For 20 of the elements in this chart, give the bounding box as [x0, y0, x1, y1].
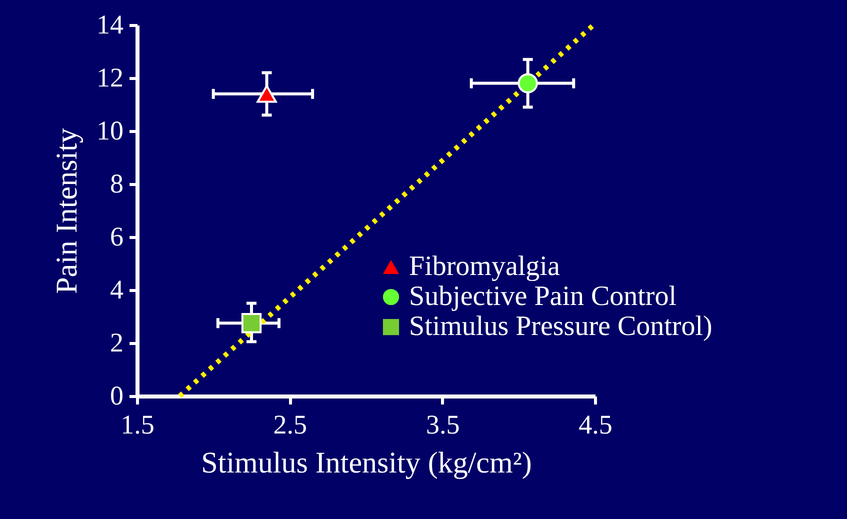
legend-label: Stimulus Pressure Control) — [409, 311, 712, 342]
x-axis-title: Stimulus Intensity (kg/cm²) — [201, 446, 532, 480]
legend-label: Fibromyalgia — [409, 251, 560, 282]
y-tick-label: 8 — [110, 168, 124, 198]
point — [241, 313, 262, 334]
y-tick-label: 12 — [96, 62, 124, 92]
y-tick-label: 0 — [110, 380, 124, 410]
x-tick-label: 2.5 — [273, 410, 308, 440]
y-tick-label: 10 — [96, 116, 124, 146]
y-tick-label: 14 — [96, 10, 124, 40]
x-tick-label: 4.5 — [578, 410, 612, 440]
x-tick-label: 1.5 — [120, 410, 154, 440]
x-tick-label: 3.5 — [426, 410, 460, 440]
y-tick-label: 6 — [110, 222, 124, 252]
y-tick-label: 2 — [110, 328, 124, 358]
y-tick-label: 4 — [110, 274, 124, 304]
legend-label: Subjective Pain Control — [409, 281, 677, 312]
y-axis-title: Pain Intensity — [50, 128, 84, 294]
point — [518, 73, 538, 94]
point — [256, 85, 277, 103]
